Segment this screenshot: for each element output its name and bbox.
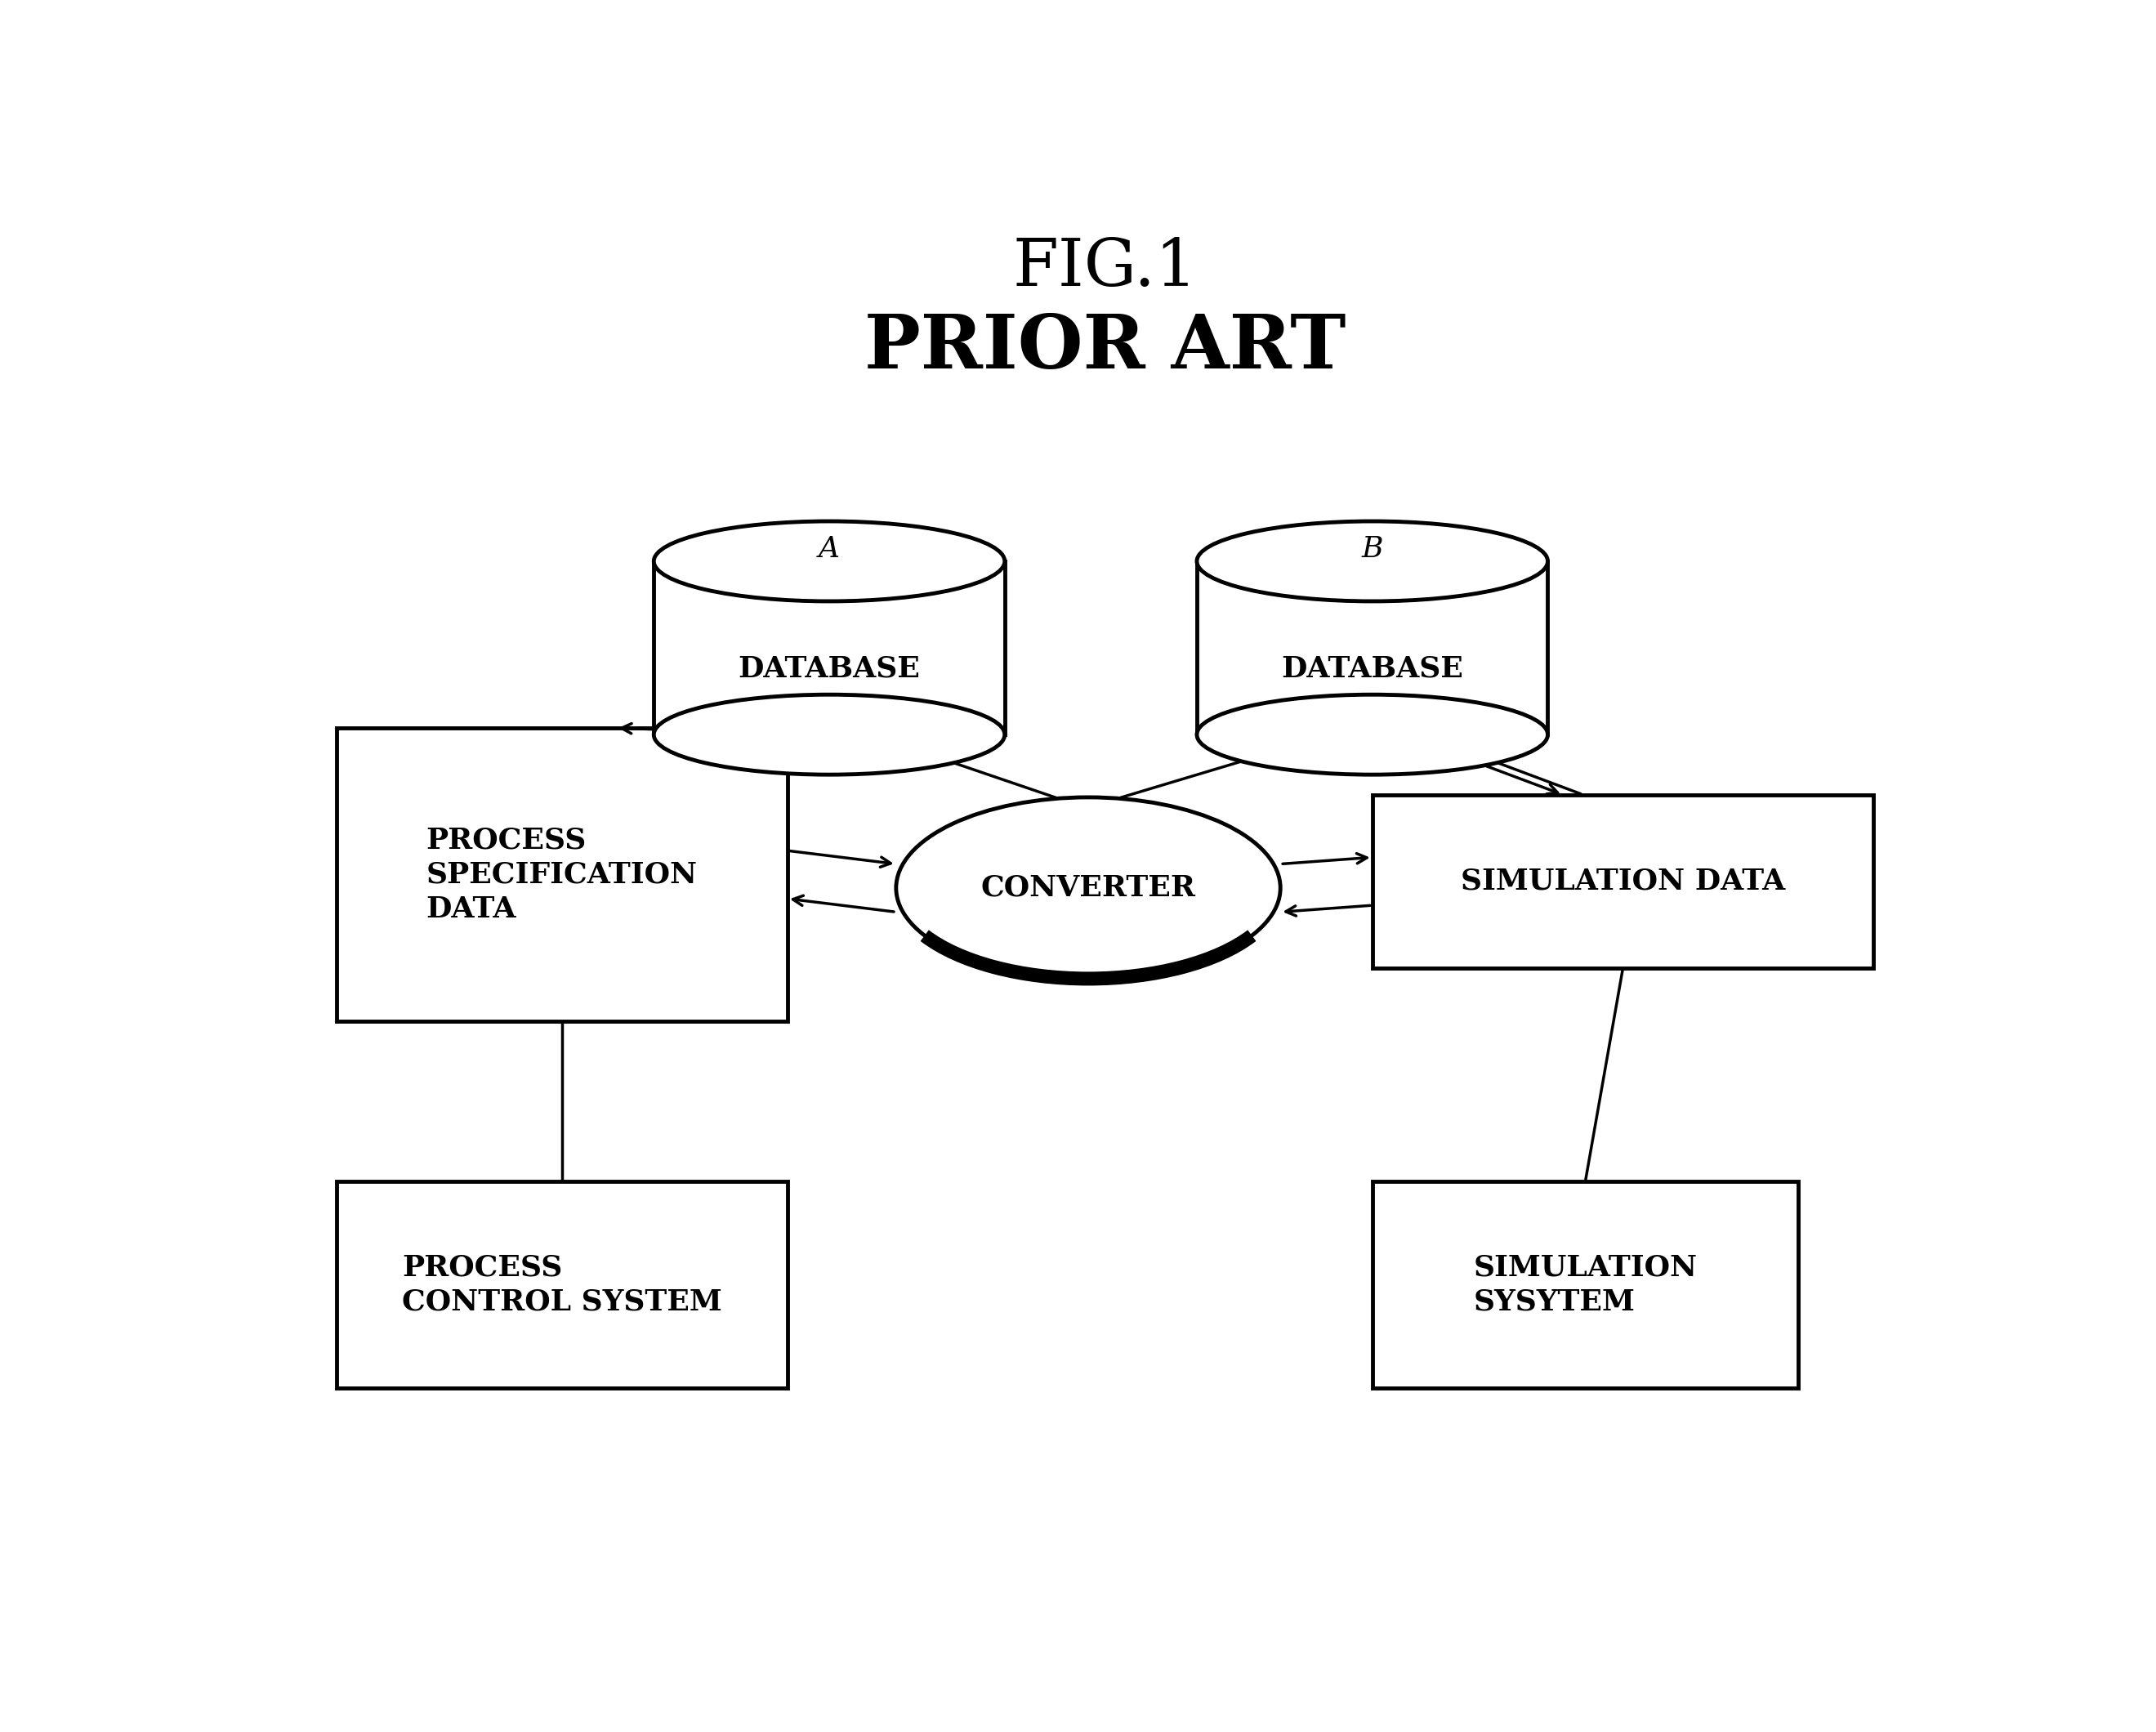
- Ellipse shape: [653, 521, 1005, 601]
- Ellipse shape: [1197, 521, 1548, 601]
- Bar: [1373, 1181, 1798, 1387]
- Bar: [336, 727, 787, 1022]
- Ellipse shape: [653, 695, 1005, 774]
- Text: PRIOR ART: PRIOR ART: [865, 312, 1345, 385]
- Text: B: B: [1360, 535, 1384, 563]
- Bar: [653, 561, 1005, 734]
- Bar: [1197, 561, 1548, 734]
- Bar: [1373, 795, 1874, 968]
- Text: FIG.1: FIG.1: [1013, 236, 1197, 300]
- Text: SIMULATION DATA: SIMULATION DATA: [1460, 868, 1785, 895]
- Text: DATABASE: DATABASE: [737, 655, 921, 682]
- Text: SIMULATION
SYSYTEM: SIMULATION SYSYTEM: [1473, 1254, 1697, 1316]
- Text: PROCESS
SPECIFICATION
DATA: PROCESS SPECIFICATION DATA: [427, 826, 699, 923]
- Text: DATABASE: DATABASE: [1281, 655, 1464, 682]
- Ellipse shape: [897, 797, 1281, 979]
- Ellipse shape: [1197, 695, 1548, 774]
- Bar: [336, 1181, 787, 1387]
- Text: PROCESS
CONTROL SYSTEM: PROCESS CONTROL SYSTEM: [401, 1254, 722, 1316]
- Text: CONVERTER: CONVERTER: [981, 875, 1197, 902]
- Text: A: A: [819, 535, 841, 563]
